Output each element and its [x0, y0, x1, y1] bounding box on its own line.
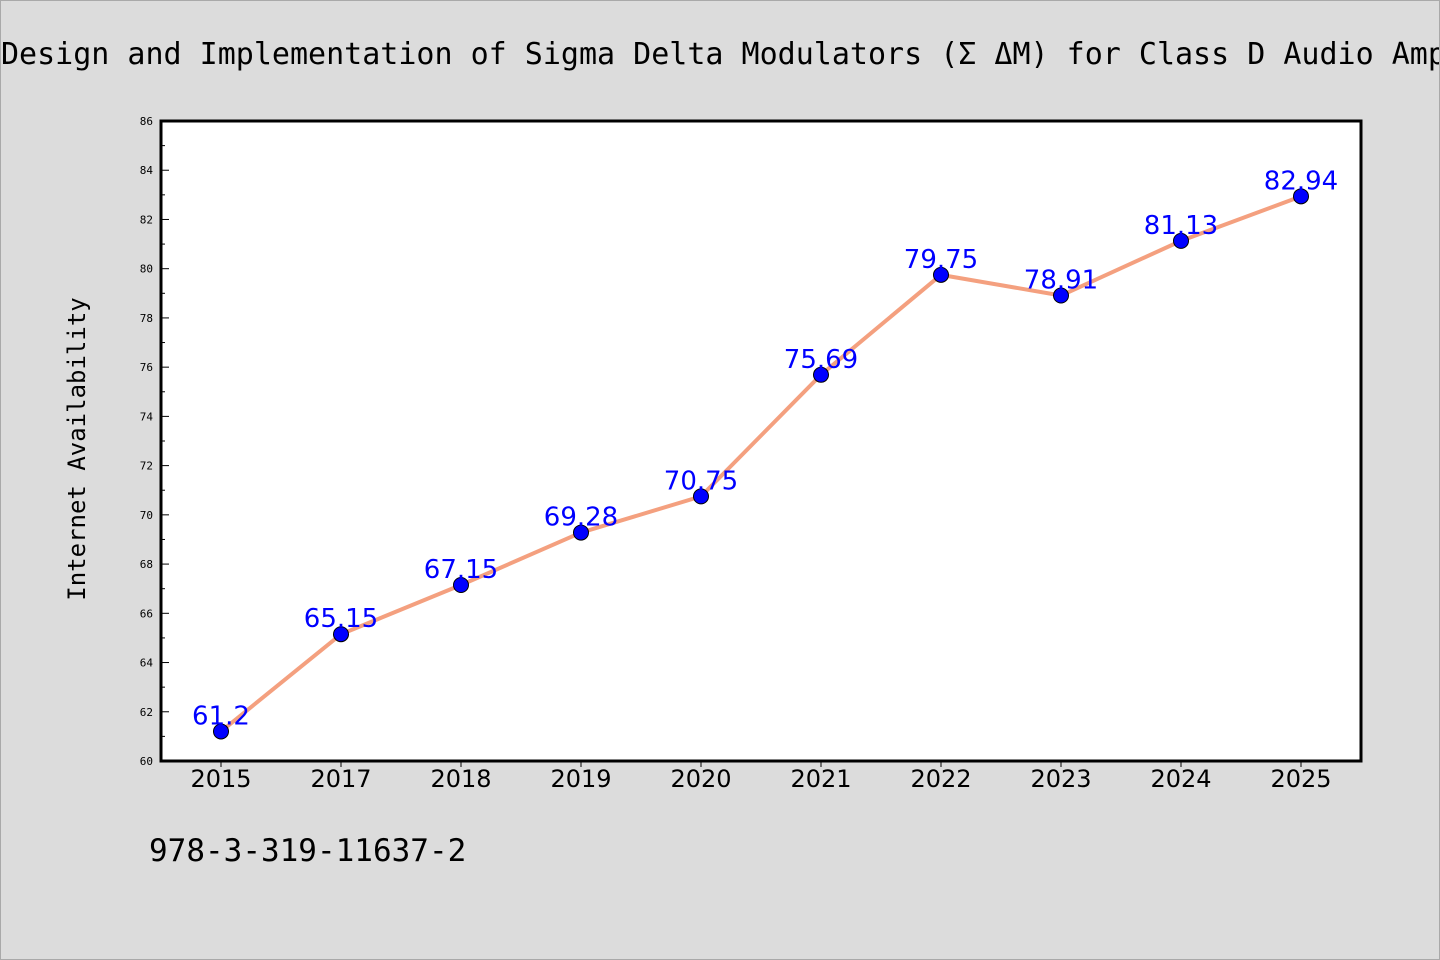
data-point	[1053, 287, 1069, 304]
y-tick-label: 86	[140, 115, 153, 128]
data-label: 79.75	[904, 245, 978, 275]
y-tick-label: 62	[140, 706, 153, 719]
y-axis-label: Internet Availability	[63, 297, 91, 600]
x-tick-label: 2025	[1270, 765, 1331, 793]
data-point	[453, 577, 469, 593]
y-tick-label: 60	[140, 755, 153, 768]
series-line	[219, 194, 1302, 734]
data-label: 70.75	[664, 466, 738, 496]
data-point	[693, 488, 709, 505]
x-tick-label: 2020	[670, 765, 731, 793]
x-tick-label: 2018	[430, 765, 491, 793]
data-point	[1173, 232, 1189, 249]
data-label: 81.13	[1144, 211, 1218, 241]
data-label: 78.91	[1024, 266, 1098, 296]
y-tick-label: 76	[140, 361, 153, 374]
data-label: 82.94	[1264, 166, 1338, 196]
data-label: 69.28	[544, 503, 618, 533]
x-tick-label: 2023	[1030, 765, 1091, 793]
y-tick-label: 80	[140, 263, 153, 276]
y-axis-ticks: 60 62 64 66 68 70 72 74 76 78 80 82 84 86	[140, 115, 169, 768]
data-label: 65.15	[304, 604, 378, 634]
y-tick-label: 74	[140, 410, 154, 423]
data-label: 67.15	[424, 555, 498, 585]
y-tick-label: 68	[140, 558, 153, 571]
x-axis-ticks: 2015 2017 2018 2019 2020 2021 2022 2023 2024 2025	[190, 761, 1332, 793]
data-point	[1293, 188, 1309, 205]
y-tick-label: 64	[140, 657, 154, 670]
y-tick-label: 84	[140, 164, 154, 177]
x-tick-label: 2021	[790, 765, 851, 793]
data-point	[333, 626, 349, 643]
data-points	[213, 188, 1309, 740]
x-tick-label: 2017	[310, 765, 371, 793]
data-labels: 61.2 65.15 67.15 69.28 70.75 75.69 79.75 78.91 8…	[192, 166, 1338, 731]
data-point	[933, 266, 949, 283]
y-tick-label: 70	[140, 509, 153, 522]
y-tick-label: 78	[140, 312, 153, 325]
chart-title: Design and Implementation of Sigma Delta…	[1, 37, 1440, 72]
data-point	[813, 366, 829, 383]
y-tick-label: 82	[140, 213, 153, 226]
data-label: 75.69	[784, 345, 858, 375]
data-point	[573, 524, 589, 541]
isbn-text: 978-3-319-11637-2	[149, 833, 467, 869]
y-tick-label: 72	[140, 460, 153, 473]
plot-border	[159, 119, 1363, 763]
x-tick-label: 2019	[550, 765, 611, 793]
x-tick-label: 2024	[1150, 765, 1211, 793]
x-tick-label: 2015	[190, 765, 251, 793]
x-tick-label: 2022	[910, 765, 971, 793]
data-label: 61.2	[192, 701, 250, 731]
y-tick-label: 66	[140, 607, 153, 620]
plot-area	[161, 121, 1361, 761]
data-point	[213, 723, 229, 740]
